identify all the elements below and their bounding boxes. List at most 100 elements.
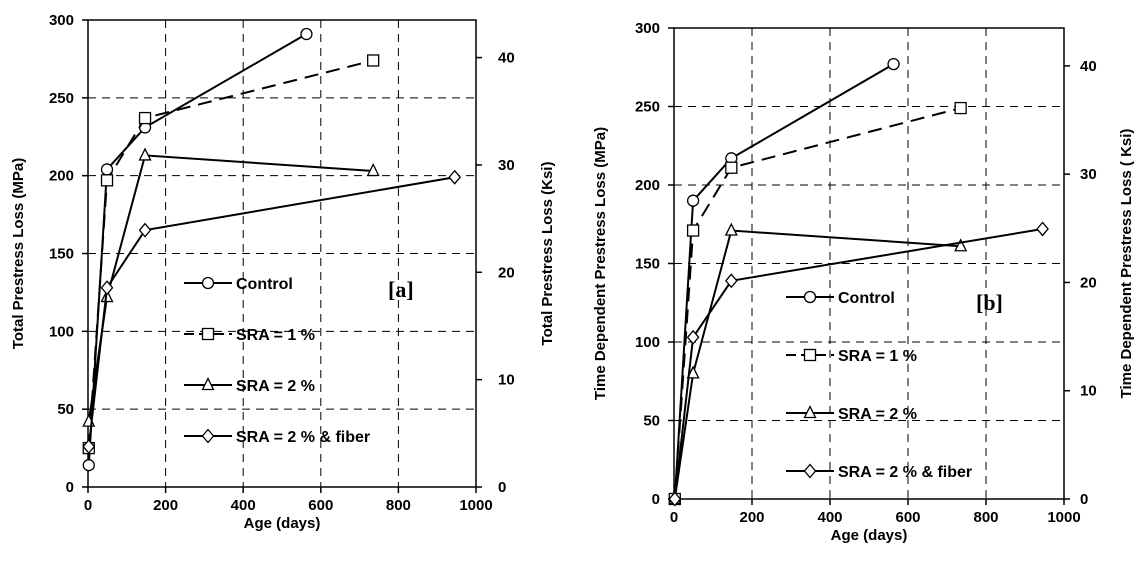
y-tick-label: 150 bbox=[635, 256, 660, 273]
x-tick-label: 0 bbox=[84, 497, 92, 514]
y-tick-label: 250 bbox=[49, 90, 74, 107]
y2-axis-label: Time Dependent Prestress Loss ( Ksi) bbox=[1118, 129, 1135, 399]
data-point-diamond bbox=[100, 280, 114, 296]
x-tick-label: 600 bbox=[895, 509, 920, 526]
series-circle bbox=[668, 57, 900, 506]
y-tick-label: 100 bbox=[635, 334, 660, 351]
y-tick-label: 200 bbox=[635, 177, 660, 194]
y-tick-label: 50 bbox=[57, 401, 74, 418]
x-tick-label: 400 bbox=[817, 509, 842, 526]
x-axis-label: Age (days) bbox=[831, 527, 908, 544]
legend-marker-circle bbox=[201, 276, 215, 290]
series-line bbox=[673, 63, 895, 500]
series-line bbox=[673, 227, 1043, 500]
data-point-square bbox=[954, 101, 967, 115]
data-point-triangle bbox=[138, 147, 152, 161]
data-point-circle bbox=[82, 459, 95, 472]
data-point-square bbox=[367, 54, 380, 67]
series-circle bbox=[82, 27, 313, 472]
y-tick-label: 50 bbox=[643, 413, 660, 430]
legend-marker-circle bbox=[803, 290, 817, 304]
legend-marker-square bbox=[201, 327, 215, 341]
x-tick-label: 400 bbox=[231, 497, 256, 514]
legend-entry-label: SRA = 2 % & fiber bbox=[236, 429, 370, 446]
data-point-diamond bbox=[724, 273, 738, 289]
y2-tick-label: 30 bbox=[498, 157, 515, 174]
data-point-diamond bbox=[82, 439, 96, 455]
x-axis-label: Age (days) bbox=[244, 515, 321, 532]
y2-axis-label: Total Prestress Loss (Ksi) bbox=[539, 162, 556, 346]
x-tick-label: 1000 bbox=[1047, 509, 1080, 526]
series-square bbox=[82, 54, 380, 455]
y2-tick-label: 20 bbox=[498, 264, 515, 281]
legend-entry-label: Control bbox=[236, 276, 293, 293]
legend-marker-diamond bbox=[201, 428, 215, 444]
y2-tick-label: 0 bbox=[1080, 491, 1088, 508]
data-point-square bbox=[725, 161, 738, 174]
legend-entry-label: SRA = 2 % bbox=[838, 406, 917, 423]
x-tick-label: 1000 bbox=[459, 497, 492, 514]
y-tick-label: 0 bbox=[652, 491, 660, 508]
y2-tick-label: 30 bbox=[1080, 166, 1097, 183]
data-point-square bbox=[686, 224, 700, 237]
series-line bbox=[87, 59, 374, 449]
data-point-square bbox=[138, 111, 152, 125]
data-point-triangle bbox=[686, 365, 700, 379]
legend: Control SRA = 1 % SRA = 2 % SRA = 2 % & fib… bbox=[786, 290, 972, 481]
legend-entry-label: SRA = 2 % & fiber bbox=[838, 464, 972, 481]
legend-entry-label: Control bbox=[838, 290, 895, 307]
y-tick-label: 100 bbox=[49, 323, 74, 340]
legend-entry-label: SRA = 1 % bbox=[236, 327, 315, 344]
y2-tick-label: 40 bbox=[1080, 58, 1097, 75]
data-point-diamond bbox=[1036, 221, 1049, 237]
x-tick-label: 200 bbox=[153, 497, 178, 514]
data-point-triangle bbox=[724, 222, 738, 236]
y-axis-label: Total Prestress Loss (MPa) bbox=[10, 158, 27, 349]
legend-marker-triangle bbox=[803, 405, 817, 419]
y2-tick-label: 0 bbox=[498, 479, 506, 496]
y-tick-label: 300 bbox=[635, 20, 660, 37]
data-point-triangle bbox=[366, 163, 380, 177]
y2-tick-label: 40 bbox=[498, 50, 515, 67]
chart-a: 0 200 400 600 800 1000 0 50 100 150 200 250 300 0 10 20… bbox=[10, 12, 556, 532]
x-tick-label: 800 bbox=[386, 497, 411, 514]
series-line bbox=[87, 176, 455, 447]
x-tick-label: 200 bbox=[739, 509, 764, 526]
chart-b: 0 200 400 600 800 100005010015020025030001020… bbox=[592, 20, 1135, 544]
series-line bbox=[673, 229, 961, 500]
panel-label: [b] bbox=[976, 290, 1003, 315]
data-point-triangle bbox=[954, 238, 968, 252]
y2-tick-label: 10 bbox=[498, 372, 515, 389]
data-point-diamond bbox=[686, 329, 700, 345]
y-tick-label: 300 bbox=[49, 12, 74, 29]
y-tick-label: 150 bbox=[49, 246, 74, 263]
legend-marker-triangle bbox=[201, 377, 215, 391]
y2-tick-label: 10 bbox=[1080, 383, 1097, 400]
series-square bbox=[668, 101, 967, 506]
x-tick-label: 800 bbox=[973, 509, 998, 526]
y-axis-label: Time Dependent Prestress Loss (MPa) bbox=[592, 127, 609, 400]
data-point-diamond bbox=[668, 491, 682, 507]
data-point-circle bbox=[300, 27, 313, 41]
legend-marker-diamond bbox=[803, 463, 817, 479]
data-point-diamond bbox=[448, 169, 462, 185]
series-diamond bbox=[668, 221, 1049, 507]
legend-marker-square bbox=[803, 348, 817, 362]
data-point-circle bbox=[887, 57, 900, 71]
y-tick-label: 250 bbox=[635, 99, 660, 116]
series-line bbox=[87, 33, 307, 466]
y-tick-label: 0 bbox=[66, 479, 74, 496]
legend: Control SRA = 1 % SRA = 2 % SRA = 2 % & fib… bbox=[184, 276, 370, 446]
data-point-diamond bbox=[138, 222, 152, 238]
data-point-circle bbox=[686, 194, 700, 207]
data-point-square bbox=[100, 174, 114, 187]
series-line bbox=[87, 154, 374, 422]
series-diamond bbox=[82, 169, 462, 455]
x-tick-label: 600 bbox=[308, 497, 333, 514]
y2-tick-label: 20 bbox=[1080, 274, 1097, 291]
legend-entry-label: SRA = 2 % bbox=[236, 378, 315, 395]
series-line bbox=[673, 107, 961, 500]
panel-label: [a] bbox=[388, 277, 414, 302]
x-tick-label: 0 bbox=[670, 509, 678, 526]
